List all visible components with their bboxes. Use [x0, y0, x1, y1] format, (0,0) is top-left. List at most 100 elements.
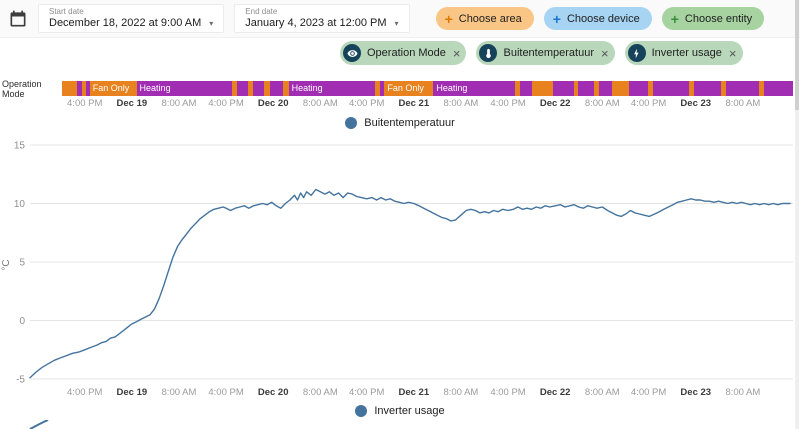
timeline-segment[interactable]: [282, 81, 289, 96]
timeline-segment[interactable]: [764, 81, 793, 96]
timeline-segment[interactable]: [515, 81, 520, 96]
filter-chip-inverter-usage[interactable]: Inverter usage ×: [624, 41, 743, 65]
x-tick-time-label: 8:00 AM: [725, 387, 761, 398]
x-tick-day-label: Dec 19: [116, 387, 148, 398]
timeline-segment[interactable]: [237, 81, 248, 96]
timeline-segment[interactable]: [599, 81, 612, 96]
timeline-segment[interactable]: [247, 81, 253, 96]
scrollbar-thumb[interactable]: [795, 0, 799, 110]
filter-chip-operation-mode[interactable]: Operation Mode ×: [340, 41, 467, 65]
legend-dot: [345, 117, 358, 129]
legend-label: Inverter usage: [374, 404, 445, 417]
close-icon[interactable]: ×: [600, 45, 609, 61]
timeline-segment[interactable]: [721, 81, 726, 96]
header-toolbar: Start date December 18, 2022 at 9:00 AM …: [0, 0, 800, 38]
choose-entity-label: Choose entity: [684, 12, 753, 25]
x-tick-day-label: Dec 22: [539, 98, 571, 109]
x-tick-time-label: 8:00 AM: [584, 98, 620, 109]
timeline-segment-label: Heating: [291, 83, 323, 93]
y-tick-label: 0: [19, 316, 25, 327]
timeline-segment[interactable]: [86, 81, 90, 96]
x-tick-day-label: Dec 22: [539, 387, 571, 398]
x-tick-time-label: 8:00 AM: [302, 387, 338, 398]
filter-chip-label: Buitentemperatuur: [503, 47, 594, 59]
timeline-segment[interactable]: [553, 81, 574, 96]
selected-entities-row: Operation Mode × Buitentemperatuur × Inv…: [0, 38, 800, 68]
timeline-segment[interactable]: [652, 81, 690, 96]
timeline-segment[interactable]: [759, 81, 765, 96]
x-tick-time-label: 8:00 AM: [161, 98, 197, 109]
next-chart-line-sliver: [29, 420, 49, 429]
choose-area-button[interactable]: + Choose area: [435, 7, 534, 30]
timeline-segment[interactable]: Heating: [136, 81, 232, 96]
chart-axis-labels: 4:00 PM Dec 19 8:00 AM 4:00 PM Dec 20 8:00 AM…: [0, 385, 800, 400]
legend-inverter-usage[interactable]: Inverter usage: [0, 400, 800, 421]
choose-area-label: Choose area: [458, 12, 522, 25]
operation-mode-timeline[interactable]: Fan Only Heating Heating Fan Only Heating: [62, 81, 793, 96]
y-tick-label: 10: [14, 199, 26, 210]
x-tick-day-label: Dec 23: [680, 98, 712, 109]
timeline-segment[interactable]: [532, 81, 554, 96]
calendar-icon[interactable]: [8, 9, 28, 29]
scrollbar-track[interactable]: [795, 0, 799, 429]
timeline-segment[interactable]: [648, 81, 653, 96]
x-tick-day-label: Dec 20: [257, 98, 289, 109]
timeline-segment[interactable]: [252, 81, 264, 96]
eye-icon: [343, 44, 361, 62]
chevron-down-icon: ▾: [209, 18, 214, 28]
timeline-segment[interactable]: Heating: [433, 81, 516, 96]
lightning-icon: [627, 44, 646, 62]
choose-device-label: Choose device: [566, 12, 640, 25]
filter-chip-buitentemperatuur[interactable]: Buitentemperatuur ×: [476, 41, 615, 65]
timeline-segment[interactable]: [573, 81, 579, 96]
start-date-label: Start date: [49, 7, 84, 16]
timeline-segment[interactable]: Heating: [288, 81, 375, 96]
timeline-segment[interactable]: [263, 81, 270, 96]
close-icon[interactable]: ×: [728, 45, 737, 61]
x-tick-time-label: 4:00 PM: [208, 98, 244, 109]
timeline-segment[interactable]: [629, 81, 649, 96]
timeline-segment[interactable]: [578, 81, 595, 96]
timeline-segment[interactable]: [519, 81, 533, 96]
x-tick-day-label: Dec 20: [257, 387, 289, 398]
x-tick-time-label: 4:00 PM: [490, 98, 526, 109]
choose-device-button[interactable]: + Choose device: [543, 7, 652, 30]
timeline-segment-label: Heating: [139, 83, 171, 93]
end-date-field[interactable]: End date January 4, 2023 at 12:00 PM ▾: [234, 4, 410, 33]
x-tick-day-label: Dec 21: [398, 387, 430, 398]
timeline-segment[interactable]: [231, 81, 238, 96]
timeline-segment-label: Fan Only: [92, 83, 130, 93]
timeline-segment[interactable]: [594, 81, 600, 96]
timeline-segment[interactable]: [77, 81, 83, 96]
x-tick-time-label: 8:00 AM: [302, 98, 338, 109]
x-tick-day-label: Dec 23: [680, 387, 712, 398]
x-tick-time-label: 4:00 PM: [67, 98, 103, 109]
timeline-segment[interactable]: [694, 81, 722, 96]
timeline-segment[interactable]: [62, 81, 78, 96]
temperature-line: [29, 188, 791, 379]
timeline-segment[interactable]: [82, 81, 87, 96]
timeline-segment-label: Heating: [436, 83, 468, 93]
legend-dot: [355, 404, 368, 417]
timeline-segment[interactable]: Fan Only: [384, 81, 434, 96]
legend-buitentemperatuur[interactable]: Buitentemperatuur: [0, 111, 800, 135]
timeline-segment[interactable]: [269, 81, 283, 96]
timeline-row-label: Operation Mode: [2, 78, 42, 99]
plus-icon: +: [444, 10, 453, 27]
filter-chip-label: Inverter usage: [651, 47, 722, 59]
choose-entity-button[interactable]: + Choose entity: [661, 7, 765, 30]
timeline-segment-label: Fan Only: [387, 83, 424, 93]
y-tick-label: -5: [16, 375, 25, 386]
x-tick-time-label: 4:00 PM: [630, 98, 667, 109]
timeline-segment[interactable]: [725, 81, 760, 96]
plus-icon: +: [552, 10, 561, 27]
close-icon[interactable]: ×: [452, 45, 461, 61]
start-date-field[interactable]: Start date December 18, 2022 at 9:00 AM …: [38, 4, 225, 33]
timeline-segment[interactable]: [611, 81, 630, 96]
timeline-axis-labels: 4:00 PM Dec 19 8:00 AM 4:00 PM Dec 20 8:00 AM…: [0, 96, 800, 111]
timeline-segment[interactable]: [374, 81, 380, 96]
timeline-segment[interactable]: [689, 81, 695, 96]
timeline-segment[interactable]: Fan Only: [89, 81, 137, 96]
timeline-segment[interactable]: [379, 81, 385, 96]
temperature-chart[interactable]: 15 10 5 0 -5 °C: [0, 135, 800, 385]
